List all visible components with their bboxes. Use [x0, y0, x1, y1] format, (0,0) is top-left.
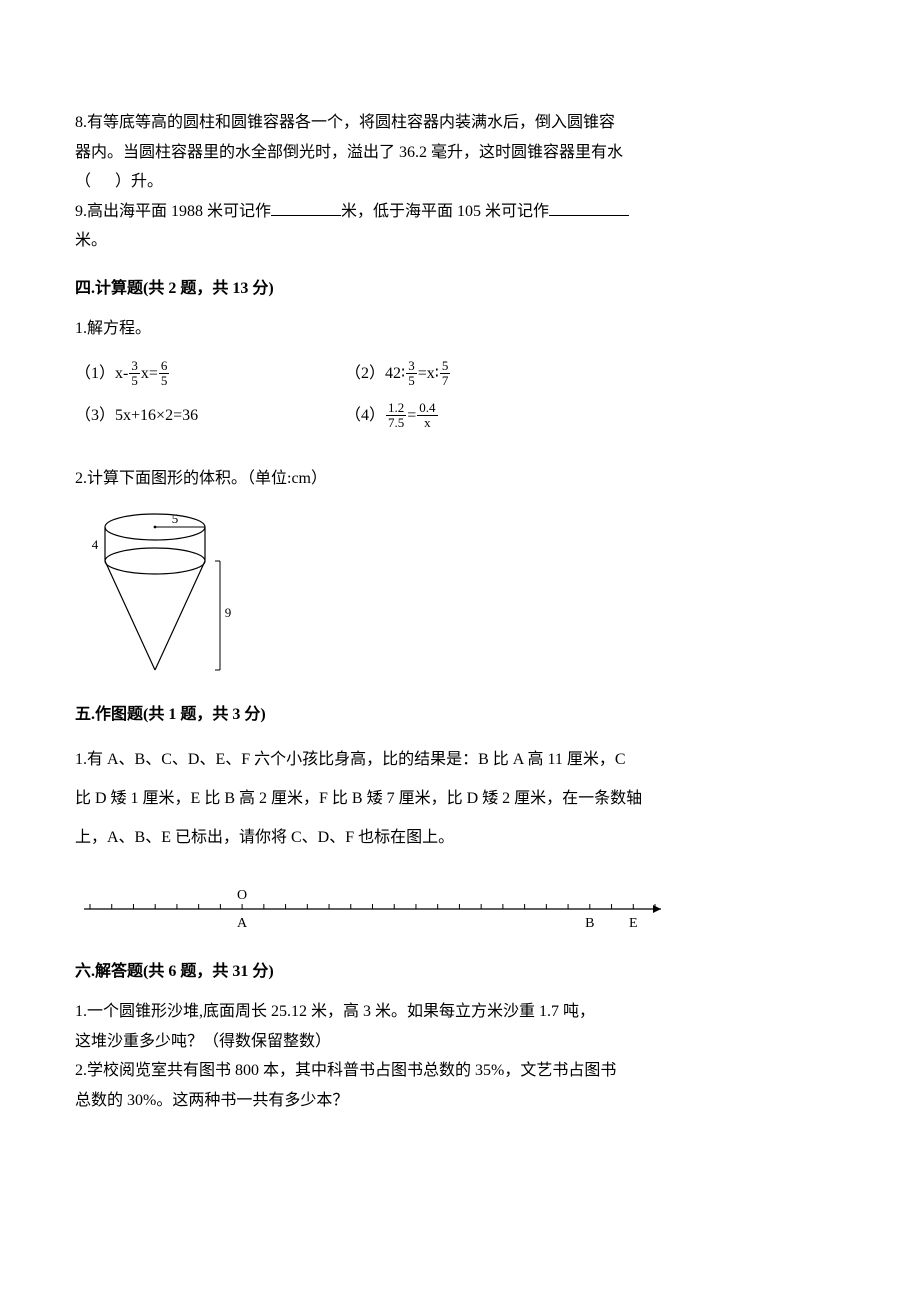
eq4-f1-num: 1.2	[386, 401, 406, 415]
eq2-f2-num: 5	[440, 359, 451, 373]
eq1-f1-num: 3	[129, 359, 140, 373]
q8-line1: 8.有等底等高的圆柱和圆锥容器各一个，将圆柱容器内装满水后，倒入圆锥容	[75, 110, 845, 136]
q9: 9.高出海平面 1988 米可记作 米，低于海平面 105 米可记作	[75, 199, 845, 225]
eq1-f1-den: 5	[129, 373, 140, 388]
q9-mid: 米，低于海平面 105 米可记作	[341, 203, 549, 220]
svg-text:A: A	[237, 916, 248, 931]
svg-text:5: 5	[172, 511, 179, 526]
eq1-frac2: 6 5	[159, 359, 170, 387]
eq-row-1: （1） x- 3 5 x= 6 5 （2） 42∶ 3 5 =x∶ 5 7	[75, 359, 845, 387]
eq2-frac2: 5 7	[440, 359, 451, 387]
eq4-f2-den: x	[417, 415, 437, 430]
eq3-label: （3）	[75, 403, 115, 429]
q8-post: ）升。	[115, 173, 163, 190]
eq2-frac1: 3 5	[406, 359, 417, 387]
eq2-label: （2）	[345, 361, 385, 387]
q9-blank2	[549, 199, 629, 216]
section4-title: 四.计算题(共 2 题，共 13 分)	[75, 276, 845, 302]
eq3: （3） 5x+16×2=36	[75, 401, 345, 429]
eq2-f1-num: 3	[406, 359, 417, 373]
eq4-f2-num: 0.4	[417, 401, 437, 415]
eq1: （1） x- 3 5 x= 6 5	[75, 359, 345, 387]
sec4-q2-title: 2.计算下面图形的体积。（单位:cm）	[75, 466, 845, 492]
svg-text:4: 4	[92, 537, 99, 552]
eq4-label: （4）	[345, 403, 385, 429]
svg-text:9: 9	[225, 605, 232, 620]
eq1-f2-den: 5	[159, 373, 170, 388]
eq3-text: 5x+16×2=36	[115, 403, 198, 429]
eq-row-2: （3） 5x+16×2=36 （4） 1.2 7.5 = 0.4 x	[75, 401, 845, 429]
sec4-q1-title: 1.解方程。	[75, 316, 845, 342]
sec6-q1-l1: 1.一个圆锥形沙堆,底面周长 25.12 米，高 3 米。如果每立方米沙重 1.…	[75, 999, 845, 1025]
eq2: （2） 42∶ 3 5 =x∶ 5 7	[345, 359, 845, 387]
section6-title: 六.解答题(共 6 题，共 31 分)	[75, 959, 845, 985]
eq1-tb: x=	[141, 361, 158, 387]
svg-text:E: E	[629, 916, 638, 931]
eq4-f1-den: 7.5	[386, 415, 406, 430]
q9-post: 米。	[75, 228, 845, 254]
sec5-q1: 1.有 A、B、C、D、E、F 六个小孩比身高，比的结果是：B 比 A 高 11…	[75, 742, 845, 856]
svg-text:O: O	[237, 888, 247, 903]
sec5-q1-l3: 上，A、B、E 已标出，请你将 C、D、F 也标在图上。	[75, 820, 845, 855]
eq4-frac2: 0.4 x	[417, 401, 437, 429]
svg-text:B: B	[585, 916, 594, 931]
cone-figure: 5 4 9	[75, 505, 845, 680]
sec5-q1-l2: 比 D 矮 1 厘米，E 比 B 高 2 厘米，F 比 B 矮 7 厘米，比 D…	[75, 781, 845, 816]
eq2-f2-den: 7	[440, 373, 451, 388]
eq1-label: （1）	[75, 361, 115, 387]
eq2-tb: =x∶	[418, 361, 439, 387]
section5-title: 五.作图题(共 1 题，共 3 分)	[75, 702, 845, 728]
numberline-figure: OA B E	[75, 877, 845, 937]
eq4: （4） 1.2 7.5 = 0.4 x	[345, 401, 845, 429]
sec6-q2-l1: 2.学校阅览室共有图书 800 本，其中科普书占图书总数的 35%，文艺书占图书	[75, 1058, 845, 1084]
eq2-f1-den: 5	[406, 373, 417, 388]
q9-pre1: 9.高出海平面 1988 米可记作	[75, 203, 271, 220]
q9-blank1	[271, 199, 341, 216]
eq1-ta: x-	[115, 361, 128, 387]
q8-pre: （	[75, 173, 91, 190]
q8-line3: （ ）升。	[75, 169, 845, 195]
sec6-q2-l2: 总数的 30%。这两种书一共有多少本？	[75, 1088, 845, 1114]
eq4-frac1: 1.2 7.5	[386, 401, 406, 429]
eq1-f2-num: 6	[159, 359, 170, 373]
sec5-q1-l1: 1.有 A、B、C、D、E、F 六个小孩比身高，比的结果是：B 比 A 高 11…	[75, 742, 845, 777]
eq2-ta: 42∶	[385, 361, 405, 387]
q8-line2: 器内。当圆柱容器里的水全部倒光时，溢出了 36.2 毫升，这时圆锥容器里有水	[75, 140, 845, 166]
eq4-mid: =	[407, 403, 416, 429]
sec6-q1-l2: 这堆沙重多少吨？（得数保留整数）	[75, 1029, 845, 1055]
eq1-frac1: 3 5	[129, 359, 140, 387]
